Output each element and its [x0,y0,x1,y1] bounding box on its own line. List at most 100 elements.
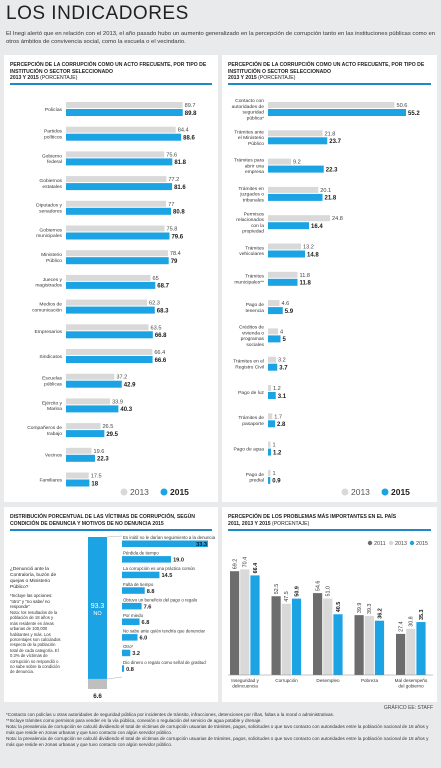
reason-value-label: 6.8 [142,620,150,626]
bar-2013 [66,423,101,430]
category-label: tribunales [243,198,265,204]
category-label: sociales [246,342,264,348]
column-2011 [230,571,240,675]
column-value-label: 70.4 [243,557,249,568]
bar-2013 [66,225,165,232]
category-label: relacionados [236,217,264,223]
value-label-2013: 4.6 [282,301,290,307]
column-2015 [291,598,302,675]
value-label-2015: 79.6 [171,234,183,240]
chart-title: DISTRIBUCIÓN PORCENTUAL DE LAS VÍCTIMAS … [10,514,195,527]
reason-bar [122,587,145,594]
value-label-2013: 62.3 [149,301,160,307]
reason-label: Por miedo [123,613,144,618]
category-label: empresa [245,169,264,175]
bar-2013 [66,324,149,331]
value-label-2013: 19.6 [93,449,104,455]
bar-2013 [66,176,167,183]
value-label-2013: 20.1 [320,188,331,194]
bar-2015 [66,479,90,487]
bar-2015 [66,207,172,215]
legend-dot-2013 [388,540,394,546]
category-label: Sindicatos [39,354,62,360]
bar-2013 [268,130,323,137]
bar-2015 [268,250,305,258]
other-value-label: 6.6 [93,693,102,700]
value-label-2015: 3.1 [278,394,287,400]
value-label-2015: 55.2 [408,111,420,117]
bar-2015 [268,476,271,484]
column-2013 [281,603,291,675]
value-label-2015: 66.8 [155,333,167,339]
footnote-1: *Contacto con policías u otras autoridad… [6,712,335,717]
category-label: Vecinos [45,453,63,459]
value-label-2015: 1.2 [273,450,282,456]
column-value-label: 39.9 [357,603,363,614]
chart-title: PERCEPCIÓN DE LA CORRUPCIÓN COMO UN ACTO… [10,62,207,81]
value-label-2013: 4 [280,329,283,335]
reason-label: No sabe ante quién tendría que denunciar [123,629,206,634]
footnote-4: Nota: la prevalencia de corrupción se ca… [6,736,429,747]
category-label: Ministerio [41,252,62,258]
bar-2015 [66,158,173,166]
category-label: delincuencia [232,684,258,689]
reason-label: Falta de tiempo [123,582,154,587]
value-label-2013: 77.2 [168,177,179,183]
reason-label: Obtuvo un beneficio del pago o regalo [123,597,198,602]
category-label: Pago de [246,302,265,308]
category-label: propiedad [242,229,264,235]
category-label: vivienda o [242,330,264,336]
category-label: pública* [247,116,264,122]
category-label: Inseguridad y [231,678,259,683]
value-label-2015: 16.4 [311,224,323,230]
category-label: predial [249,478,264,484]
bar-2015 [66,454,95,462]
category-label: Escuelas [42,376,62,382]
value-label-2015: 11.8 [300,281,312,287]
reason-bar [122,618,140,625]
value-label-2013: 77 [168,202,174,208]
value-label-2015: 88.6 [183,136,195,142]
category-label: seguridad [243,110,265,116]
value-label-2015: 21.8 [325,196,337,202]
category-label: estatales [42,184,62,190]
reason-label: Es inútil no le darían seguimiento a la … [123,535,216,540]
column-2015 [374,620,385,675]
bar-2013 [66,398,111,405]
bar-2015 [268,335,281,343]
column-value-label: 35.3 [419,610,425,621]
title-rule [228,83,431,85]
bar-2013 [66,102,183,108]
legend-dot-2015 [409,540,415,546]
column-value-label: 30.8 [409,616,415,627]
value-label-2013: 13.2 [303,245,314,251]
category-label: Pago de [246,472,265,478]
reason-value-label: 14.5 [161,573,172,579]
bar-2015 [268,109,406,116]
bar-2013 [268,215,330,222]
column-value-label: 52.5 [274,584,280,595]
value-label-2013: 17.5 [91,474,102,480]
value-label-2013: 1 [273,443,276,449]
title-rule [10,83,212,85]
reason-bar [122,540,208,547]
column-value-label: 47.5 [284,591,290,602]
column-value-label: 54.6 [315,581,321,592]
category-label: Público [46,258,62,264]
bar-2013 [268,441,271,448]
value-label-2015: 2.8 [277,422,286,428]
column-2015 [333,614,343,675]
bar-2013 [268,300,280,307]
reason-value-label: 0.8 [126,667,134,673]
bar-2015 [66,380,122,388]
category-label: Contacto con [235,98,264,104]
category-label: Créditos de [239,325,264,331]
bar-2015 [66,133,182,141]
category-label: Marina [47,406,62,412]
reason-value-label: 7.6 [144,604,152,610]
bar-2015 [66,430,105,438]
bar-2013 [268,328,278,335]
category-label: pasaporte [242,421,264,427]
value-label-2015: 18 [91,481,98,487]
value-label-2015: 68.7 [157,284,169,290]
